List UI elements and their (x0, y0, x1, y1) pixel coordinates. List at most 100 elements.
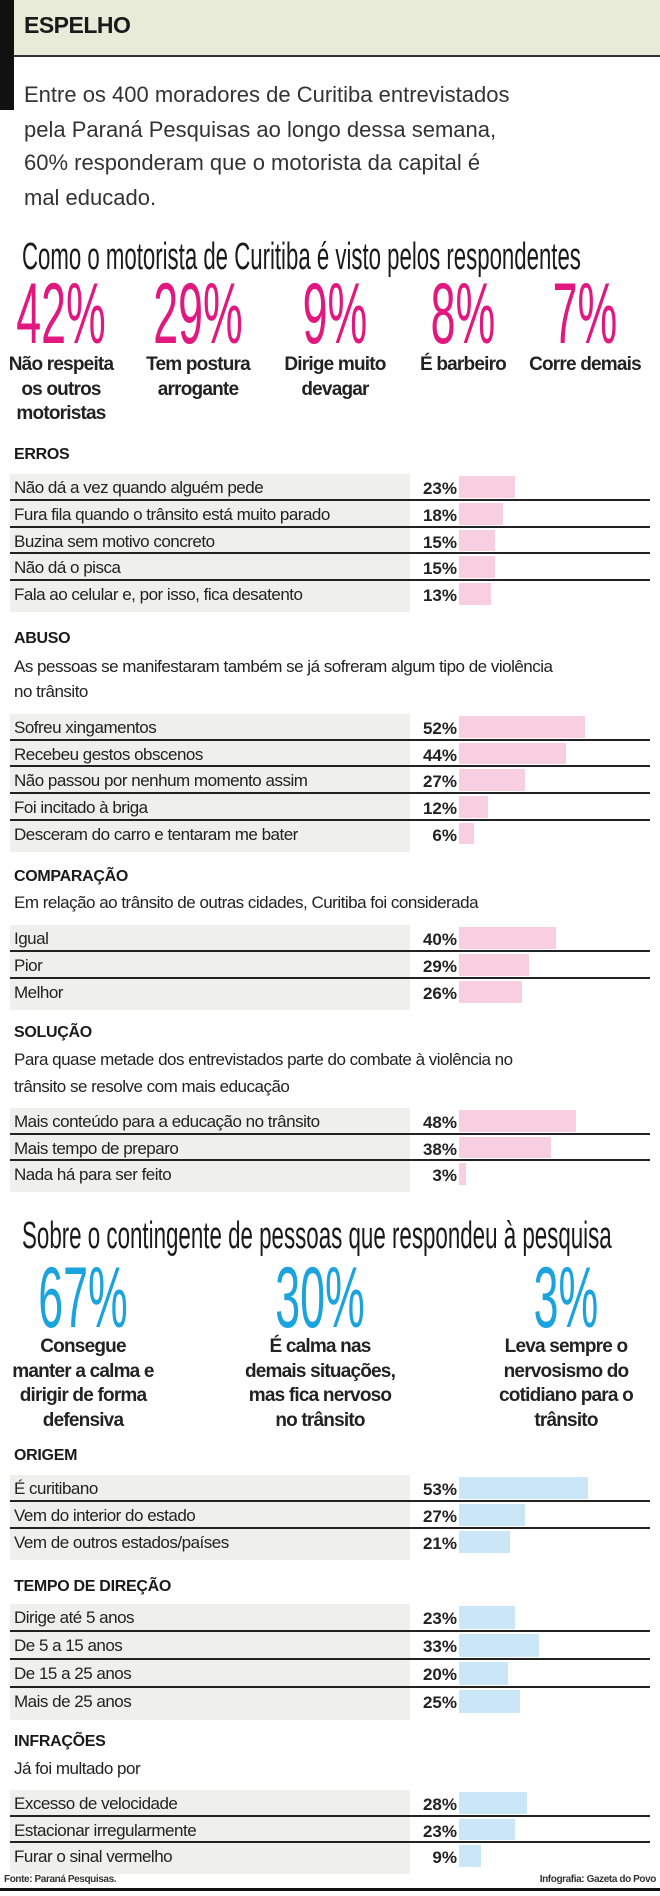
section-row-background (10, 1475, 410, 1560)
big-percent: 29% (153, 266, 243, 362)
section-heading: SOLUÇÃO (14, 1024, 92, 1041)
big-percent-label: no trânsito (275, 1409, 365, 1431)
row-label: Estacionar irregularmente (14, 1820, 197, 1840)
row-percent: 26% (422, 984, 457, 1003)
row-label: Mais tempo de preparo (14, 1138, 179, 1158)
value-bar (459, 716, 586, 738)
section-row-background (10, 474, 410, 612)
value-bar (459, 1792, 528, 1814)
big-percent-label: mas fica nervoso (248, 1385, 392, 1406)
row-divider (10, 1814, 650, 1817)
big-percent: 42% (16, 266, 106, 362)
row-percent: 27% (422, 1507, 457, 1526)
value-bar (459, 1504, 525, 1526)
row-percent: 53% (422, 1480, 457, 1499)
big-percent-label: Tem postura (146, 354, 251, 375)
section-subtitle: no trânsito (14, 682, 88, 701)
intro-line: Entre os 400 moradores de Curitiba entre… (24, 82, 510, 107)
big-percent-label: defensiva (42, 1409, 124, 1431)
big-percent-label: manter a calma e (12, 1360, 154, 1382)
row-label: Mais de 25 anos (14, 1692, 132, 1711)
row-percent: 27% (422, 772, 457, 792)
row-divider (10, 738, 650, 741)
row-divider (10, 765, 650, 768)
row-label: Fala ao celular e, por isso, fica desate… (14, 585, 303, 605)
row-divider (10, 950, 650, 952)
big-percent-label: arrogante (157, 378, 239, 400)
value-bar (459, 1110, 576, 1132)
big-percent: 9% (302, 266, 368, 362)
row-percent: 6% (432, 825, 457, 845)
big-percent-label: motoristas (16, 403, 106, 424)
big-percent-label: os outros (21, 378, 101, 400)
row-divider (10, 552, 650, 555)
value-bar (459, 502, 503, 525)
row-label: Mais conteúdo para a educação no trânsit… (14, 1112, 320, 1131)
value-bar (459, 742, 566, 765)
section-row-background (10, 1790, 410, 1874)
section-heading: INFRAÇÕES (14, 1733, 106, 1750)
value-bar (459, 476, 515, 498)
row-divider (10, 1841, 650, 1843)
row-percent: 15% (422, 532, 457, 552)
value-bar (459, 1818, 515, 1840)
row-divider (10, 498, 650, 501)
row-label: É curitibano (14, 1479, 98, 1498)
value-bar (459, 1690, 520, 1713)
big-percent-label: cotidiano para o (499, 1385, 634, 1406)
section-heading: ABUSO (14, 630, 71, 647)
value-bar (459, 1845, 481, 1867)
section-row-background (10, 714, 410, 852)
row-percent: 18% (422, 505, 457, 525)
value-bar (459, 927, 557, 949)
intro-line: mal educado. (24, 185, 157, 210)
big-percent-label: É calma nas (269, 1336, 371, 1357)
intro-line: 60% responderam que o motorista da capit… (24, 150, 481, 175)
row-label: De 5 a 15 anos (14, 1636, 123, 1655)
row-percent: 23% (422, 1609, 457, 1628)
value-bar (459, 769, 525, 792)
value-bar (459, 954, 530, 976)
row-label: Nada há para ser feito (14, 1165, 172, 1185)
row-percent: 25% (422, 1693, 457, 1712)
row-divider (10, 818, 650, 821)
big-percent-label: nervosismo do (503, 1360, 630, 1382)
row-label: Buzina sem motivo concreto (14, 531, 215, 551)
value-bar (459, 529, 496, 552)
row-percent: 33% (422, 1637, 457, 1656)
row-label: Furar o sinal vermelho (14, 1847, 173, 1866)
section-heading: TEMPO DE DIREÇÃO (14, 1578, 171, 1595)
row-label: De 15 a 25 anos (14, 1664, 132, 1683)
row-percent: 23% (422, 1821, 457, 1841)
row-divider (10, 1500, 650, 1502)
big-percent: 8% (430, 266, 496, 362)
header-bar (0, 0, 660, 57)
row-percent: 3% (432, 1166, 457, 1186)
big-percent-label: Dirige muito (284, 354, 386, 375)
row-percent: 20% (422, 1665, 457, 1684)
contingent-title: Sobre o contingente de pessoas que respo… (22, 1215, 612, 1257)
row-percent: 48% (422, 1113, 457, 1132)
value-bar (459, 1531, 511, 1553)
row-percent: 21% (422, 1534, 457, 1553)
big-percent: 67% (38, 1250, 128, 1346)
big-percent-label: Leva sempre o (504, 1336, 628, 1357)
big-percent-label: devagar (301, 378, 369, 400)
big-percent-label: Corre demais (529, 354, 642, 375)
value-bar (459, 822, 474, 845)
row-divider (10, 579, 650, 582)
row-percent: 44% (422, 745, 457, 765)
credit-note: Infografia: Gazeta do Povo (539, 1874, 657, 1885)
big-percent-label: Não respeita (8, 354, 114, 375)
value-bar (459, 556, 496, 579)
row-label: Dirige até 5 anos (14, 1608, 135, 1627)
row-divider (10, 1132, 650, 1135)
row-label: Não dá a vez quando alguém pede (14, 478, 264, 497)
row-label: Excesso de velocidade (14, 1794, 178, 1813)
big-percent-label: dirigir de forma (19, 1385, 147, 1406)
row-divider (10, 1527, 650, 1529)
section-heading: COMPARAÇÃO (14, 868, 129, 885)
row-percent: 29% (422, 957, 457, 976)
section-subtitle: Em relação ao trânsito de outras cidades… (14, 893, 479, 912)
value-bar (459, 1606, 515, 1629)
